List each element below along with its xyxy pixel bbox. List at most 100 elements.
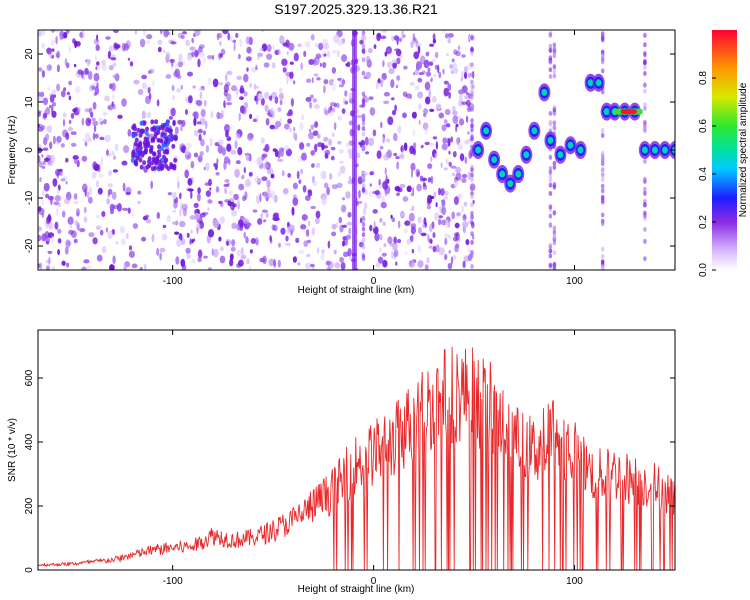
speckle-mark [253, 83, 257, 90]
speckle-mark [128, 245, 133, 251]
speckle-mark [243, 167, 246, 174]
speckle-mark [230, 246, 236, 252]
speckle-mark [107, 50, 112, 60]
speckle-mark [292, 182, 298, 190]
speckle-mark [600, 183, 605, 189]
speckle-mark [145, 126, 149, 132]
speckle-mark [42, 189, 45, 197]
speckle-mark [197, 192, 201, 202]
speckle-mark [199, 91, 203, 100]
speckle-mark [264, 143, 270, 153]
speckle-mark [219, 216, 225, 224]
speckle-mark [470, 186, 474, 192]
speckle-mark [427, 233, 430, 242]
speckle-mark [163, 49, 166, 54]
peak-core [595, 79, 602, 87]
speckle-mark [446, 52, 449, 57]
speckle-mark [372, 209, 378, 214]
speckle-mark [385, 138, 391, 143]
speckle-mark [175, 220, 179, 226]
speckle-mark [165, 121, 170, 126]
speckle-mark [334, 122, 337, 131]
colorbar-tick-label: 0.0 [698, 263, 709, 277]
speckle-mark [52, 178, 58, 187]
speckle-mark [428, 245, 433, 249]
speckle-mark [382, 259, 388, 268]
speckle-mark [383, 91, 390, 97]
speckle-mark [452, 254, 457, 260]
spectrogram-y-ticks: -20 -10 0 10 20 [24, 48, 675, 253]
speckle-mark [145, 164, 150, 170]
speckle-mark [307, 220, 311, 227]
x-tick-label: 100 [566, 276, 583, 287]
speckle-mark [181, 203, 188, 211]
speckle-mark [470, 62, 474, 68]
speckle-mark [234, 133, 241, 141]
speckle-mark [308, 101, 313, 109]
speckle-mark [146, 111, 152, 118]
speckle-mark [248, 133, 254, 139]
speckle-mark [271, 224, 276, 231]
speckle-mark [261, 176, 268, 181]
speckle-mark [203, 57, 206, 65]
speckle-mark [434, 212, 440, 221]
speckle-mark [47, 250, 53, 254]
speckle-mark [429, 108, 435, 112]
speckle-mark [382, 136, 385, 144]
speckle-mark [365, 71, 372, 79]
speckle-mark [600, 89, 605, 95]
speckle-mark [259, 47, 264, 52]
speckle-mark [70, 131, 77, 136]
speckle-mark [365, 189, 368, 196]
speckle-mark [373, 44, 377, 49]
speckle-mark [399, 183, 406, 189]
speckle-mark [46, 47, 52, 55]
speckle-mark [159, 247, 166, 253]
speckle-mark [41, 165, 46, 169]
speckle-mark [96, 65, 101, 72]
speckle-mark [174, 68, 181, 78]
speckle-mark [131, 149, 136, 155]
speckle-mark [643, 213, 647, 219]
speckle-mark [432, 38, 437, 44]
speckle-mark [552, 234, 557, 240]
speckle-mark [40, 197, 44, 206]
speckle-mark [87, 59, 91, 65]
speckle-mark [392, 242, 398, 252]
y-tick-label: 20 [24, 48, 35, 60]
speckle-mark [552, 250, 557, 256]
speckle-mark [548, 74, 553, 79]
speckle-mark [146, 34, 153, 40]
speckle-mark [403, 142, 408, 151]
speckle-mark [600, 246, 605, 252]
speckle-mark [289, 71, 294, 79]
speckle-mark [393, 132, 398, 142]
peak-core [577, 146, 584, 154]
speckle-mark [333, 249, 337, 255]
snr-panel: -100 0 100 0 200 400 600 Height of straight l… [7, 329, 676, 595]
speckle-mark [101, 246, 107, 254]
speckle-mark [74, 159, 78, 164]
speckle-mark [207, 199, 213, 204]
speckle-mark [172, 94, 175, 101]
speckle-mark [361, 48, 366, 54]
speckle-mark [262, 153, 268, 158]
speckle-mark [394, 104, 397, 112]
speckle-mark [168, 116, 173, 120]
speckle-mark [177, 60, 183, 68]
speckle-mark [112, 62, 117, 67]
speckle-mark [256, 156, 263, 166]
speckle-mark [552, 184, 557, 190]
speckle-mark [56, 50, 61, 59]
speckle-mark [224, 124, 231, 133]
speckle-mark [412, 128, 416, 137]
peak-core [541, 88, 548, 96]
speckle-mark [643, 42, 647, 48]
speckle-mark [227, 200, 232, 207]
speckle-mark [109, 83, 113, 90]
speckle-mark [157, 144, 161, 150]
speckle-mark [378, 178, 381, 186]
speckle-mark [348, 176, 352, 181]
speckle-mark [600, 254, 605, 259]
speckle-mark [310, 124, 315, 130]
